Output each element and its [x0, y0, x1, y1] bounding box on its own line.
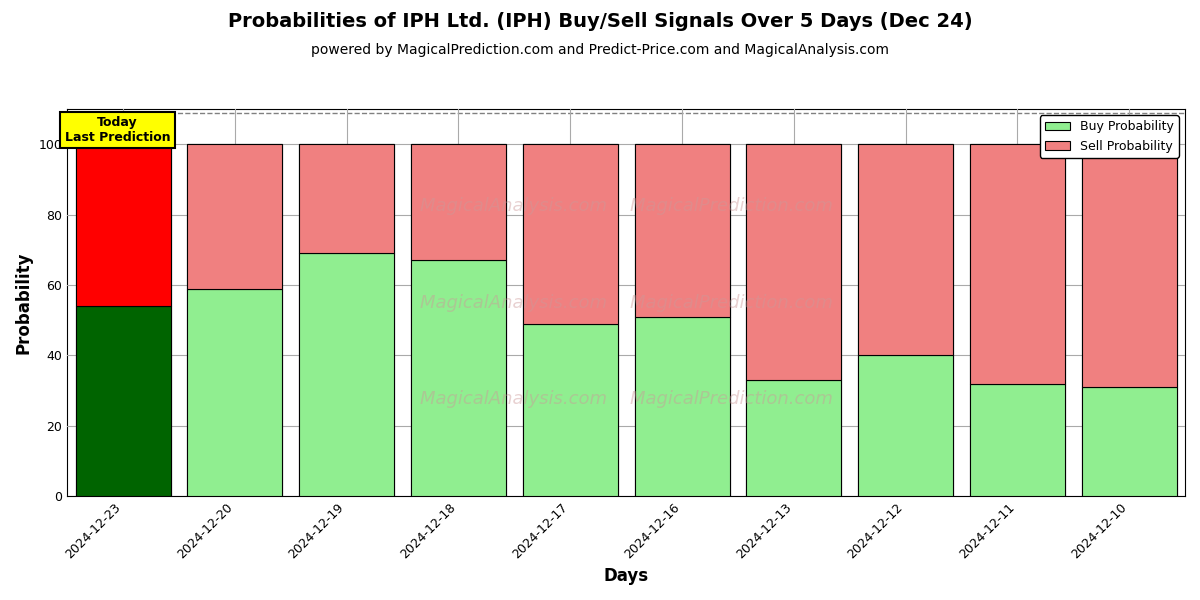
Bar: [746, 380, 841, 496]
Bar: [635, 144, 730, 317]
Bar: [746, 144, 841, 380]
Bar: [858, 355, 953, 496]
Bar: [1081, 387, 1177, 496]
Y-axis label: Probability: Probability: [14, 251, 34, 354]
Bar: [1081, 387, 1177, 496]
Bar: [858, 144, 953, 355]
Bar: [970, 144, 1064, 383]
Bar: [410, 144, 506, 260]
Bar: [970, 383, 1064, 496]
X-axis label: Days: Days: [604, 567, 649, 585]
Text: Probabilities of IPH Ltd. (IPH) Buy/Sell Signals Over 5 Days (Dec 24): Probabilities of IPH Ltd. (IPH) Buy/Sell…: [228, 12, 972, 31]
Text: powered by MagicalPrediction.com and Predict-Price.com and MagicalAnalysis.com: powered by MagicalPrediction.com and Pre…: [311, 43, 889, 57]
Bar: [635, 317, 730, 496]
Bar: [635, 144, 730, 317]
Bar: [187, 144, 282, 289]
Bar: [858, 144, 953, 355]
Bar: [523, 324, 618, 496]
Bar: [970, 144, 1064, 383]
Bar: [523, 144, 618, 324]
Bar: [187, 289, 282, 496]
Bar: [858, 355, 953, 496]
Bar: [299, 253, 395, 496]
Bar: [187, 144, 282, 289]
Bar: [1081, 144, 1177, 387]
Bar: [1081, 144, 1177, 387]
Bar: [76, 144, 170, 306]
Bar: [746, 380, 841, 496]
Bar: [523, 144, 618, 324]
Bar: [970, 383, 1064, 496]
Text: MagicalAnalysis.com    MagicalPrediction.com: MagicalAnalysis.com MagicalPrediction.co…: [420, 293, 833, 311]
Bar: [410, 260, 506, 496]
Legend: Buy Probability, Sell Probability: Buy Probability, Sell Probability: [1040, 115, 1178, 158]
Bar: [76, 306, 170, 496]
Bar: [299, 144, 395, 253]
Bar: [746, 144, 841, 380]
Bar: [410, 144, 506, 260]
Bar: [299, 253, 395, 496]
Bar: [410, 260, 506, 496]
Bar: [76, 306, 170, 496]
Bar: [523, 324, 618, 496]
Text: Today
Last Prediction: Today Last Prediction: [65, 116, 170, 144]
Text: MagicalAnalysis.com    MagicalPrediction.com: MagicalAnalysis.com MagicalPrediction.co…: [420, 197, 833, 215]
Bar: [635, 317, 730, 496]
Bar: [76, 144, 170, 306]
Bar: [187, 289, 282, 496]
Bar: [299, 144, 395, 253]
Text: MagicalAnalysis.com    MagicalPrediction.com: MagicalAnalysis.com MagicalPrediction.co…: [420, 391, 833, 409]
